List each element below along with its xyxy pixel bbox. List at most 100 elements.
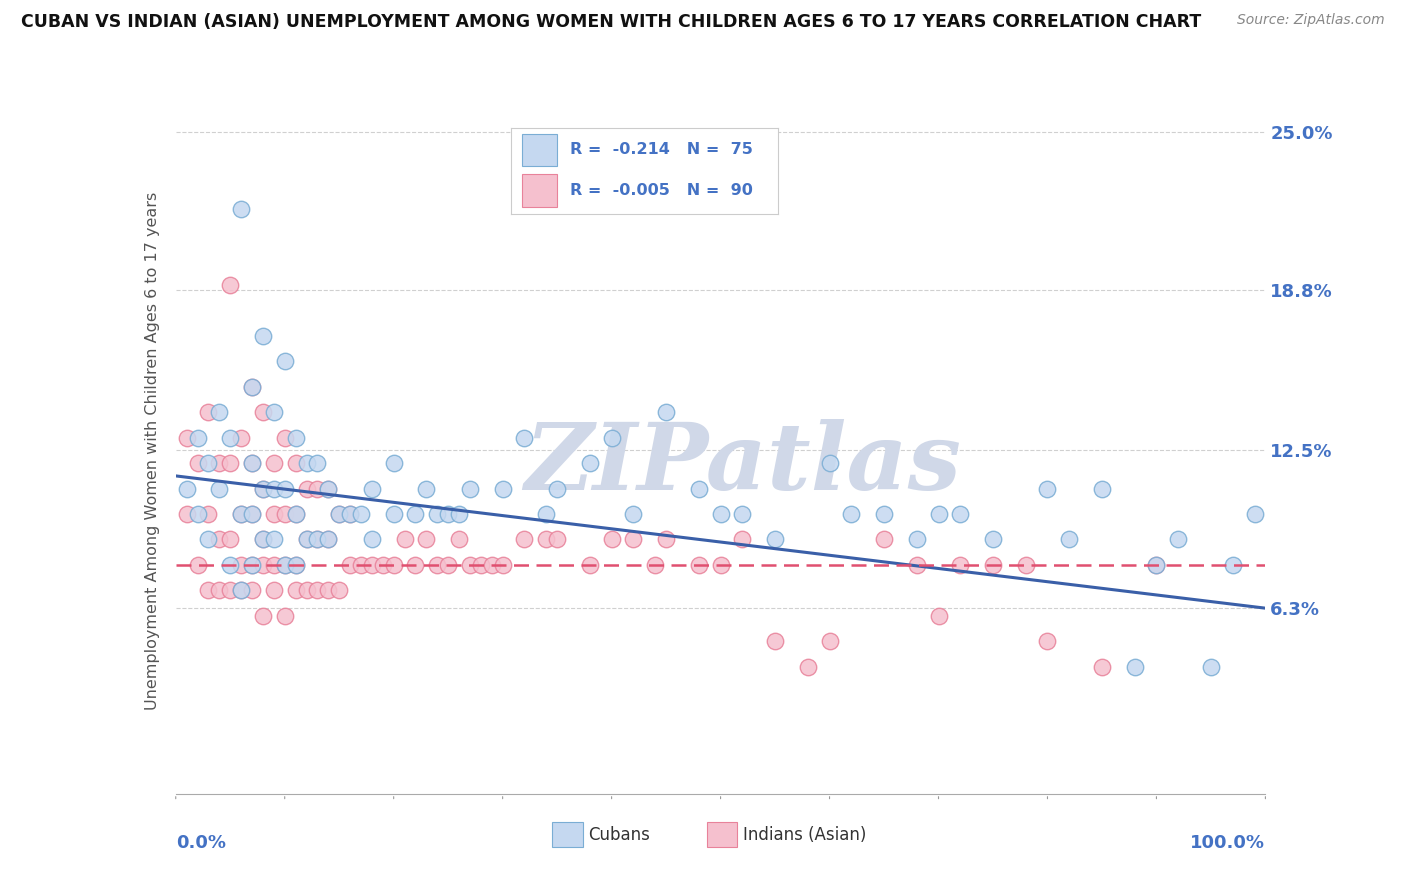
Point — [274, 354, 297, 368]
Point — [447, 533, 470, 547]
Point — [481, 558, 503, 572]
Text: 0.0%: 0.0% — [176, 834, 226, 852]
Point — [1146, 558, 1168, 572]
Point — [763, 533, 786, 547]
Point — [621, 533, 644, 547]
Point — [1222, 558, 1244, 572]
Point — [513, 431, 536, 445]
Point — [263, 456, 285, 470]
Point — [252, 329, 274, 343]
Point — [252, 405, 274, 419]
Point — [655, 405, 678, 419]
Point — [492, 558, 515, 572]
Point — [231, 583, 253, 598]
Point — [274, 608, 297, 623]
Point — [219, 431, 242, 445]
Point — [263, 583, 285, 598]
Point — [1243, 507, 1265, 521]
Point — [263, 533, 285, 547]
Point — [873, 533, 896, 547]
Point — [1091, 659, 1114, 673]
Point — [252, 533, 274, 547]
Point — [240, 380, 263, 394]
Point — [339, 558, 361, 572]
Point — [274, 558, 297, 572]
Point — [382, 507, 405, 521]
Point — [208, 482, 231, 496]
Point — [841, 507, 863, 521]
Point — [240, 456, 263, 470]
Point — [350, 507, 373, 521]
Text: Cubans: Cubans — [588, 826, 651, 844]
Point — [219, 583, 242, 598]
Point — [731, 507, 754, 521]
Point — [307, 533, 329, 547]
Point — [240, 558, 263, 572]
Point — [928, 507, 950, 521]
Point — [513, 533, 536, 547]
Point — [949, 507, 972, 521]
Point — [252, 482, 274, 496]
Point — [252, 482, 274, 496]
Point — [688, 482, 710, 496]
Point — [426, 507, 449, 521]
Point — [318, 482, 340, 496]
Point — [328, 507, 350, 521]
Point — [600, 533, 623, 547]
Point — [1036, 482, 1059, 496]
Text: R =  -0.214   N =  75: R = -0.214 N = 75 — [569, 143, 754, 158]
Point — [208, 456, 231, 470]
Point — [405, 507, 427, 521]
Point — [534, 533, 557, 547]
Point — [240, 558, 263, 572]
Point — [274, 482, 297, 496]
Point — [981, 558, 1004, 572]
Point — [437, 558, 460, 572]
Point — [197, 456, 219, 470]
Point — [1036, 634, 1059, 648]
Point — [382, 558, 405, 572]
Point — [361, 482, 384, 496]
Point — [240, 507, 263, 521]
Point — [263, 405, 285, 419]
Point — [197, 507, 219, 521]
Point — [350, 558, 373, 572]
Point — [415, 533, 437, 547]
Point — [1059, 533, 1081, 547]
Point — [208, 533, 231, 547]
Text: 100.0%: 100.0% — [1191, 834, 1265, 852]
Point — [240, 456, 263, 470]
Point — [252, 533, 274, 547]
Point — [284, 456, 307, 470]
Point — [208, 583, 231, 598]
Point — [1015, 558, 1038, 572]
Point — [284, 507, 307, 521]
Point — [546, 533, 568, 547]
Point — [688, 558, 710, 572]
Point — [981, 533, 1004, 547]
Point — [405, 558, 427, 572]
Point — [492, 482, 515, 496]
Point — [284, 558, 307, 572]
Point — [263, 482, 285, 496]
Point — [307, 533, 329, 547]
Point — [339, 507, 361, 521]
Point — [905, 558, 928, 572]
Point — [252, 558, 274, 572]
Point — [284, 558, 307, 572]
Point — [415, 482, 437, 496]
Point — [186, 558, 209, 572]
Point — [295, 583, 318, 598]
Point — [231, 431, 253, 445]
Point — [655, 533, 678, 547]
Point — [307, 482, 329, 496]
Point — [470, 558, 492, 572]
Point — [361, 533, 384, 547]
Point — [458, 558, 481, 572]
Point — [295, 456, 318, 470]
FancyBboxPatch shape — [522, 174, 557, 207]
Point — [219, 533, 242, 547]
Point — [339, 507, 361, 521]
Point — [437, 507, 460, 521]
Point — [797, 659, 820, 673]
